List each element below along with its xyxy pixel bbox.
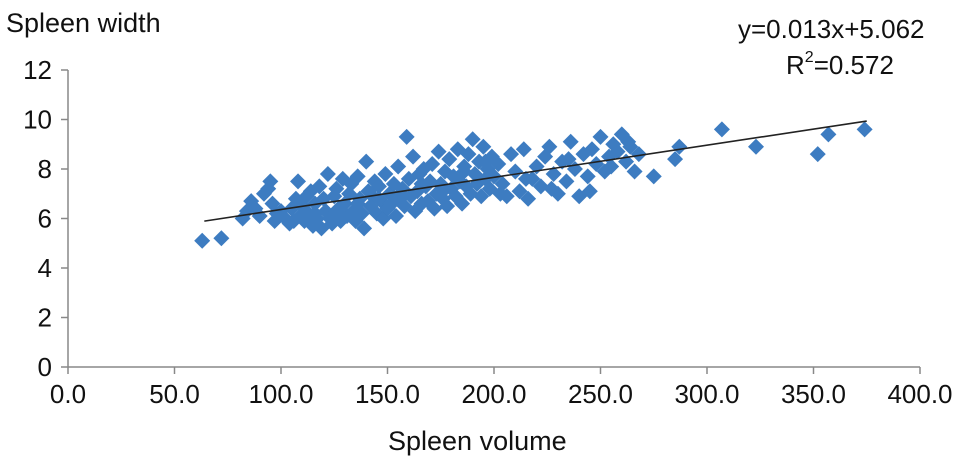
r-squared-value: =0.572 <box>813 50 894 80</box>
y-tick-label: 2 <box>38 303 52 333</box>
x-tick-label: 0.0 <box>50 379 86 409</box>
trendline-equation: y=0.013x+5.062 <box>738 14 925 44</box>
data-point <box>581 183 598 200</box>
x-tick-label: 300.0 <box>674 379 739 409</box>
data-point <box>517 170 534 187</box>
y-tick-label: 8 <box>38 154 52 184</box>
data-point <box>464 131 481 148</box>
data-point <box>541 138 558 155</box>
data-point <box>515 141 532 158</box>
data-point <box>307 205 324 222</box>
data-point <box>562 133 579 150</box>
data-point <box>620 133 637 150</box>
data-point <box>579 168 596 185</box>
x-axis-label: Spleen volume <box>388 426 567 456</box>
y-axis-label: Spleen width <box>6 8 161 38</box>
data-point <box>630 146 647 163</box>
data-point <box>328 180 345 197</box>
r-squared-superscript: 2 <box>804 49 814 67</box>
data-point <box>370 178 387 195</box>
data-point <box>626 163 643 180</box>
data-point <box>430 143 447 160</box>
r-squared-label: R2=0.572 <box>786 49 894 81</box>
data-point <box>609 143 626 160</box>
data-point <box>558 173 575 190</box>
data-points <box>194 121 873 249</box>
data-point <box>213 230 230 247</box>
data-point <box>349 168 366 185</box>
data-point <box>426 200 443 217</box>
data-point <box>583 141 600 158</box>
data-point <box>349 195 366 212</box>
data-point <box>645 168 662 185</box>
data-point <box>194 232 211 249</box>
y-tick-label: 0 <box>38 352 52 382</box>
data-point <box>405 148 422 165</box>
data-point <box>543 180 560 197</box>
data-point <box>441 151 458 168</box>
y-tick-label: 10 <box>23 105 52 135</box>
data-point <box>328 203 345 220</box>
x-tick-label: 200.0 <box>461 379 526 409</box>
data-point <box>820 126 837 143</box>
data-point <box>532 178 549 195</box>
data-point <box>520 190 537 207</box>
data-point <box>809 146 826 163</box>
data-point <box>462 185 479 202</box>
data-point <box>285 212 302 229</box>
data-point <box>460 146 477 163</box>
data-point <box>747 138 764 155</box>
r-squared-prefix: R <box>786 50 805 80</box>
trendline <box>204 120 867 222</box>
data-point <box>492 185 509 202</box>
data-point <box>319 165 336 182</box>
data-point <box>592 128 609 145</box>
data-point <box>424 156 441 173</box>
data-point <box>713 121 730 138</box>
y-tick-label: 12 <box>23 55 52 85</box>
data-point <box>390 158 407 175</box>
y-tick-label: 4 <box>38 253 52 283</box>
data-point <box>545 165 562 182</box>
data-point <box>456 163 473 180</box>
trendline-group <box>204 120 867 222</box>
data-point <box>290 173 307 190</box>
data-point <box>356 220 373 237</box>
data-point <box>490 156 507 173</box>
data-point <box>475 138 492 155</box>
data-point <box>671 138 688 155</box>
x-tick-label: 50.0 <box>149 379 200 409</box>
data-point <box>477 153 494 170</box>
data-point <box>856 121 873 138</box>
x-tick-label: 150.0 <box>355 379 420 409</box>
data-point <box>388 208 405 225</box>
data-point <box>667 151 684 168</box>
data-point <box>392 185 409 202</box>
x-tick-label: 400.0 <box>887 379 952 409</box>
data-point <box>358 153 375 170</box>
x-tick-label: 250.0 <box>568 379 633 409</box>
data-point <box>454 195 471 212</box>
x-tick-label: 350.0 <box>781 379 846 409</box>
data-point <box>439 198 456 215</box>
data-point <box>398 128 415 145</box>
x-tick-label: 100.0 <box>248 379 313 409</box>
data-point <box>262 173 279 190</box>
data-point <box>434 183 451 200</box>
data-point <box>503 146 520 163</box>
y-tick-label: 6 <box>38 204 52 234</box>
data-point <box>377 165 394 182</box>
data-point <box>311 178 328 195</box>
data-point <box>603 158 620 175</box>
data-point <box>560 151 577 168</box>
axes: 0 2 4 6 8 10 12 0.0 50.0 100.0 150.0 200.0 250.0 300.… <box>23 55 952 409</box>
